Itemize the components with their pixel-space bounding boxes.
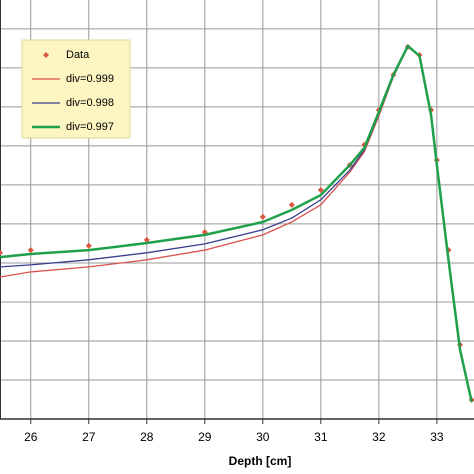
data-point [143, 236, 150, 243]
x-tick-label: 26 [24, 430, 38, 444]
series-line [0, 44, 473, 403]
legend-label: div=0.997 [66, 121, 114, 133]
x-tick-label: 30 [256, 430, 270, 444]
data-point [27, 247, 34, 254]
x-tick-label: 31 [314, 430, 328, 444]
data-point [85, 242, 92, 249]
data-point [0, 249, 3, 256]
x-tick-label: 32 [372, 430, 386, 444]
data-point [317, 186, 324, 193]
x-axis-label: Depth [cm] [229, 454, 292, 468]
legend-label: Data [66, 49, 90, 61]
legend-label: div=0.999 [66, 73, 114, 85]
legend-label: div=0.998 [66, 97, 114, 109]
x-tick-label: 27 [82, 430, 96, 444]
legend-box [21, 39, 131, 139]
x-tick-label: 28 [140, 430, 154, 444]
data-point [259, 213, 266, 220]
data-point [288, 201, 295, 208]
x-tick-label: 29 [198, 430, 212, 444]
legend-marker [43, 52, 49, 58]
x-tick-label: 33 [430, 430, 444, 444]
